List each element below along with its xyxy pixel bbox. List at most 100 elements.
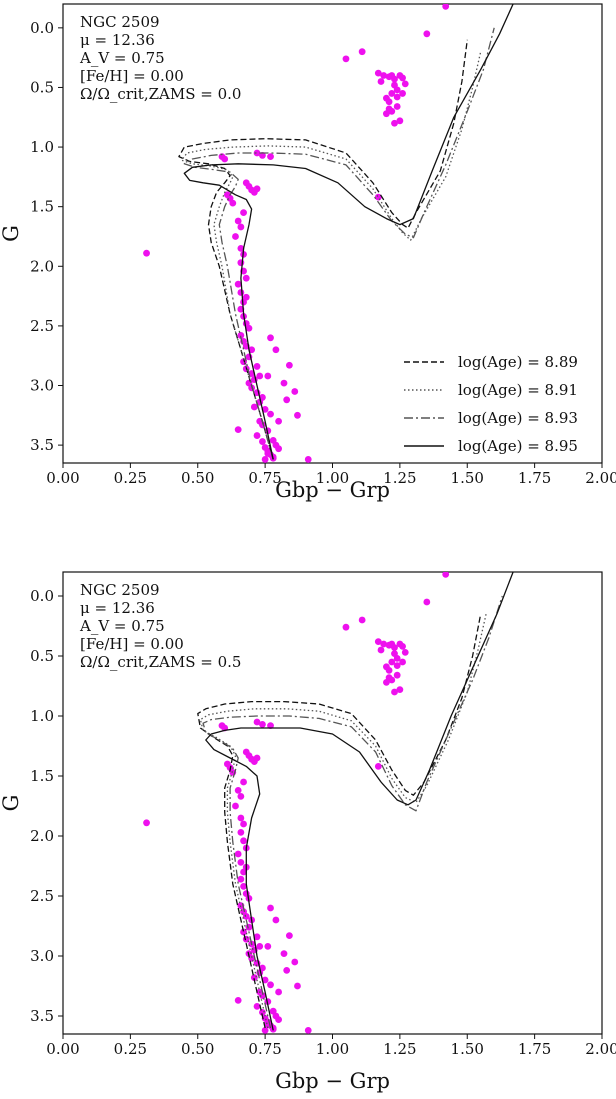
isochrone-line: [183, 4, 514, 460]
y-tick-label: 0.5: [30, 647, 54, 665]
star-point: [240, 868, 247, 876]
star-point: [391, 644, 398, 651]
star-point: [261, 456, 269, 463]
star-point: [385, 98, 393, 106]
star-point: [442, 4, 450, 10]
star-point: [218, 722, 226, 729]
star-point: [388, 658, 396, 666]
star-point: [237, 259, 245, 267]
star-point: [253, 149, 261, 157]
isochrone-line: [178, 39, 468, 460]
star-point: [393, 93, 401, 101]
annotation-text: μ = 12.36: [80, 31, 155, 49]
y-tick-label: 1.5: [30, 767, 54, 785]
star-point: [275, 445, 282, 453]
isochrone-line: [197, 613, 482, 1029]
star-point: [388, 90, 396, 97]
y-axis-title: G: [0, 795, 23, 812]
star-point: [234, 787, 242, 794]
star-point: [423, 598, 431, 606]
star-point: [294, 982, 301, 990]
y-tick-label: 0.5: [30, 78, 54, 96]
star-point: [267, 153, 274, 161]
star-point: [267, 904, 274, 912]
star-point: [245, 923, 253, 931]
star-point: [358, 48, 366, 56]
star-point: [399, 643, 406, 650]
star-point: [380, 640, 388, 648]
annotation-text: NGC 2509: [80, 581, 160, 599]
star-point: [280, 379, 288, 387]
isochrone-line: [199, 613, 487, 1029]
star-point: [218, 153, 226, 161]
star-point: [285, 932, 293, 939]
x-tick-label: 1.25: [383, 469, 416, 487]
star-point: [272, 916, 280, 924]
star-point: [240, 298, 247, 306]
y-tick-label: 3.0: [30, 377, 54, 395]
star-point: [242, 913, 250, 920]
cmd-panel-bottom: 0.00 0.25 0.50 0.75 1.00 1.25 1.50 1.75 2.00 0.0 0…: [0, 571, 616, 1093]
y-tick-label: 2.0: [30, 827, 54, 845]
star-point: [267, 410, 274, 418]
star-point: [259, 152, 266, 159]
star-point: [291, 958, 299, 966]
star-point: [442, 572, 450, 578]
star-point: [240, 209, 247, 217]
star-point: [393, 655, 401, 662]
isochrone-line: [202, 595, 503, 1029]
y-tick-label: 1.0: [30, 707, 54, 725]
star-point: [234, 997, 242, 1004]
star-point: [385, 674, 393, 681]
cmd-panel-top: 0.00 0.25 0.50 0.75 1.00 1.25 1.50 1.75 2.00 0.0 0…: [0, 3, 616, 502]
annotation-text: [Fe/H] = 0.00: [80, 635, 184, 653]
legend-label: log(Age) = 8.91: [458, 381, 578, 399]
star-point: [280, 950, 288, 957]
x-tick-label: 0.75: [248, 469, 281, 487]
isochrone-line: [180, 51, 482, 460]
x-tick-label: 0.75: [248, 1040, 281, 1058]
star-point: [253, 754, 261, 762]
annotation-text: μ = 12.36: [80, 599, 155, 617]
star-point: [232, 233, 239, 240]
star-point: [248, 955, 256, 962]
x-tick-label: 0.25: [114, 1040, 147, 1058]
star-point: [259, 721, 266, 728]
x-tick-label: 2.00: [585, 1040, 616, 1058]
star-point: [393, 671, 401, 679]
star-point: [237, 793, 245, 800]
star-point: [234, 280, 242, 288]
star-point: [237, 814, 245, 822]
star-point: [374, 638, 382, 645]
star-point: [234, 850, 242, 858]
star-point: [423, 30, 431, 38]
star-point: [264, 943, 272, 950]
star-point: [256, 943, 264, 950]
star-point: [275, 1016, 282, 1023]
star-point: [275, 988, 282, 996]
x-tick-label: 2.00: [585, 469, 616, 487]
star-point: [237, 875, 245, 883]
star-point: [261, 1027, 269, 1034]
star-point: [250, 403, 258, 411]
y-tick-label: 2.0: [30, 257, 54, 275]
star-point: [294, 411, 301, 419]
star-point: [374, 69, 382, 77]
star-point: [229, 199, 237, 207]
isochrone-line: [183, 27, 495, 460]
annotation-text: A_V = 0.75: [79, 617, 165, 635]
star-point: [275, 417, 282, 425]
x-tick-label: 0.50: [181, 469, 214, 487]
annotation-text: Ω/Ω_crit,ZAMS = 0.0: [80, 85, 241, 103]
plot-area: [143, 572, 514, 1034]
star-point: [399, 74, 406, 82]
plot-area: [143, 4, 514, 463]
star-point: [401, 649, 409, 656]
star-point: [245, 324, 253, 332]
star-point: [143, 819, 150, 827]
star-point: [396, 686, 404, 693]
legend-label: log(Age) = 8.95: [458, 437, 578, 455]
star-point: [304, 456, 312, 463]
y-tick-label: 1.0: [30, 138, 54, 156]
star-point: [399, 90, 406, 97]
